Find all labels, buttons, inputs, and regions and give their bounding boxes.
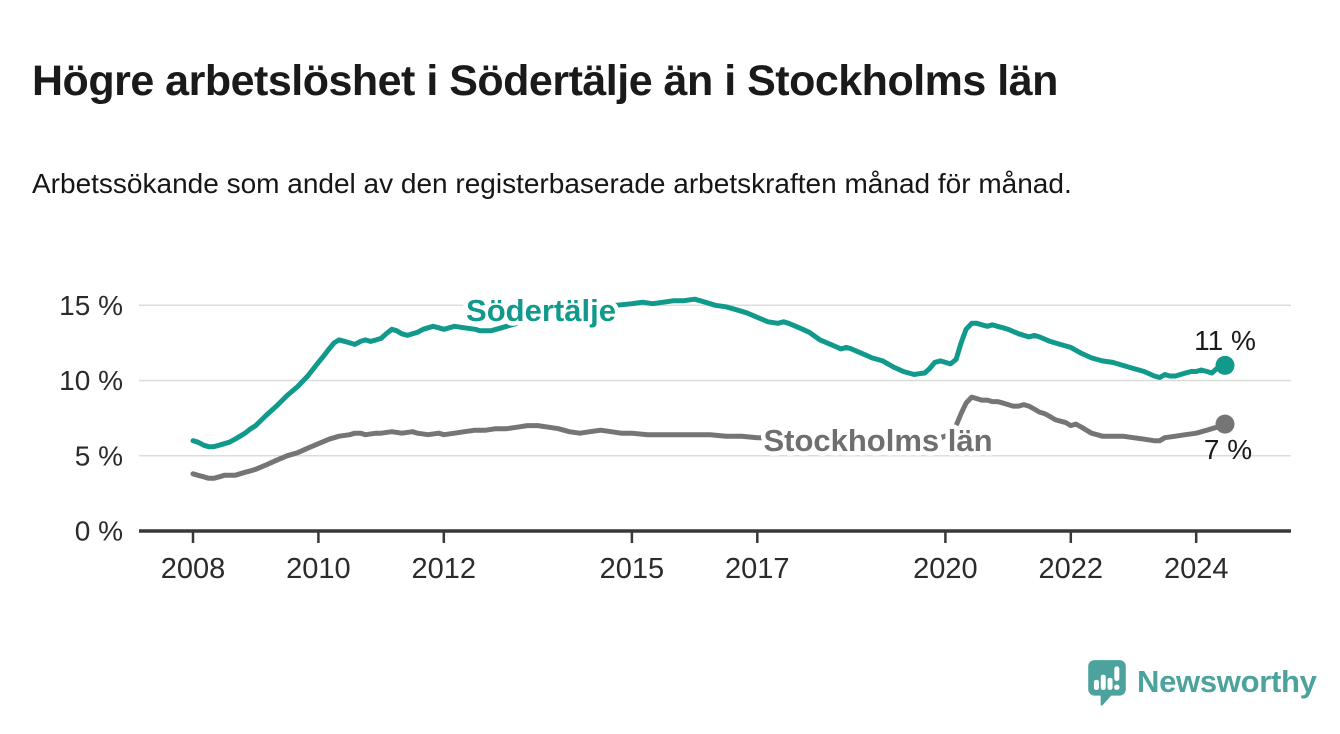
chart-subtitle: Arbetssökande som andel av den registerb… (32, 168, 1072, 199)
y-axis-tick-label: 10 % (59, 365, 123, 396)
series-label: Stockholms län (763, 423, 992, 458)
y-axis-tick-label: 0 % (75, 516, 123, 547)
series-line (190, 296, 1228, 450)
speech-bubble-shape (1088, 660, 1126, 706)
x-axis-tick-label: 2022 (1039, 553, 1104, 585)
newsworthy-logo-text: Newsworthy (1137, 664, 1317, 699)
series-end-dot (1215, 414, 1235, 434)
x-axis-tick-label: 2020 (913, 553, 978, 585)
x-axis-tick-label: 2008 (161, 553, 226, 585)
page-title: Högre arbetslöshet i Södertälje än i Sto… (32, 56, 1058, 105)
bar-chart-speech-bubble-icon (1086, 658, 1128, 706)
x-axis-tick-label: 2010 (286, 553, 351, 585)
x-axis-tick-label: 2017 (725, 553, 790, 585)
newsworthy-logo: Newsworthy (1086, 657, 1317, 707)
series-label: Södertälje (466, 293, 616, 328)
x-axis-tick-label: 2015 (600, 553, 665, 585)
x-axis-tick-label: 2012 (412, 553, 477, 585)
series-end-dot (1215, 355, 1235, 375)
series-end-value-label: 7 % (1204, 434, 1252, 465)
y-axis-tick-label: 15 % (59, 290, 123, 321)
x-axis-tick-label: 2024 (1164, 553, 1229, 585)
series-end-value-label: 11 % (1194, 325, 1256, 356)
y-axis-tick-label: 5 % (75, 440, 123, 471)
series-line (190, 394, 1228, 481)
